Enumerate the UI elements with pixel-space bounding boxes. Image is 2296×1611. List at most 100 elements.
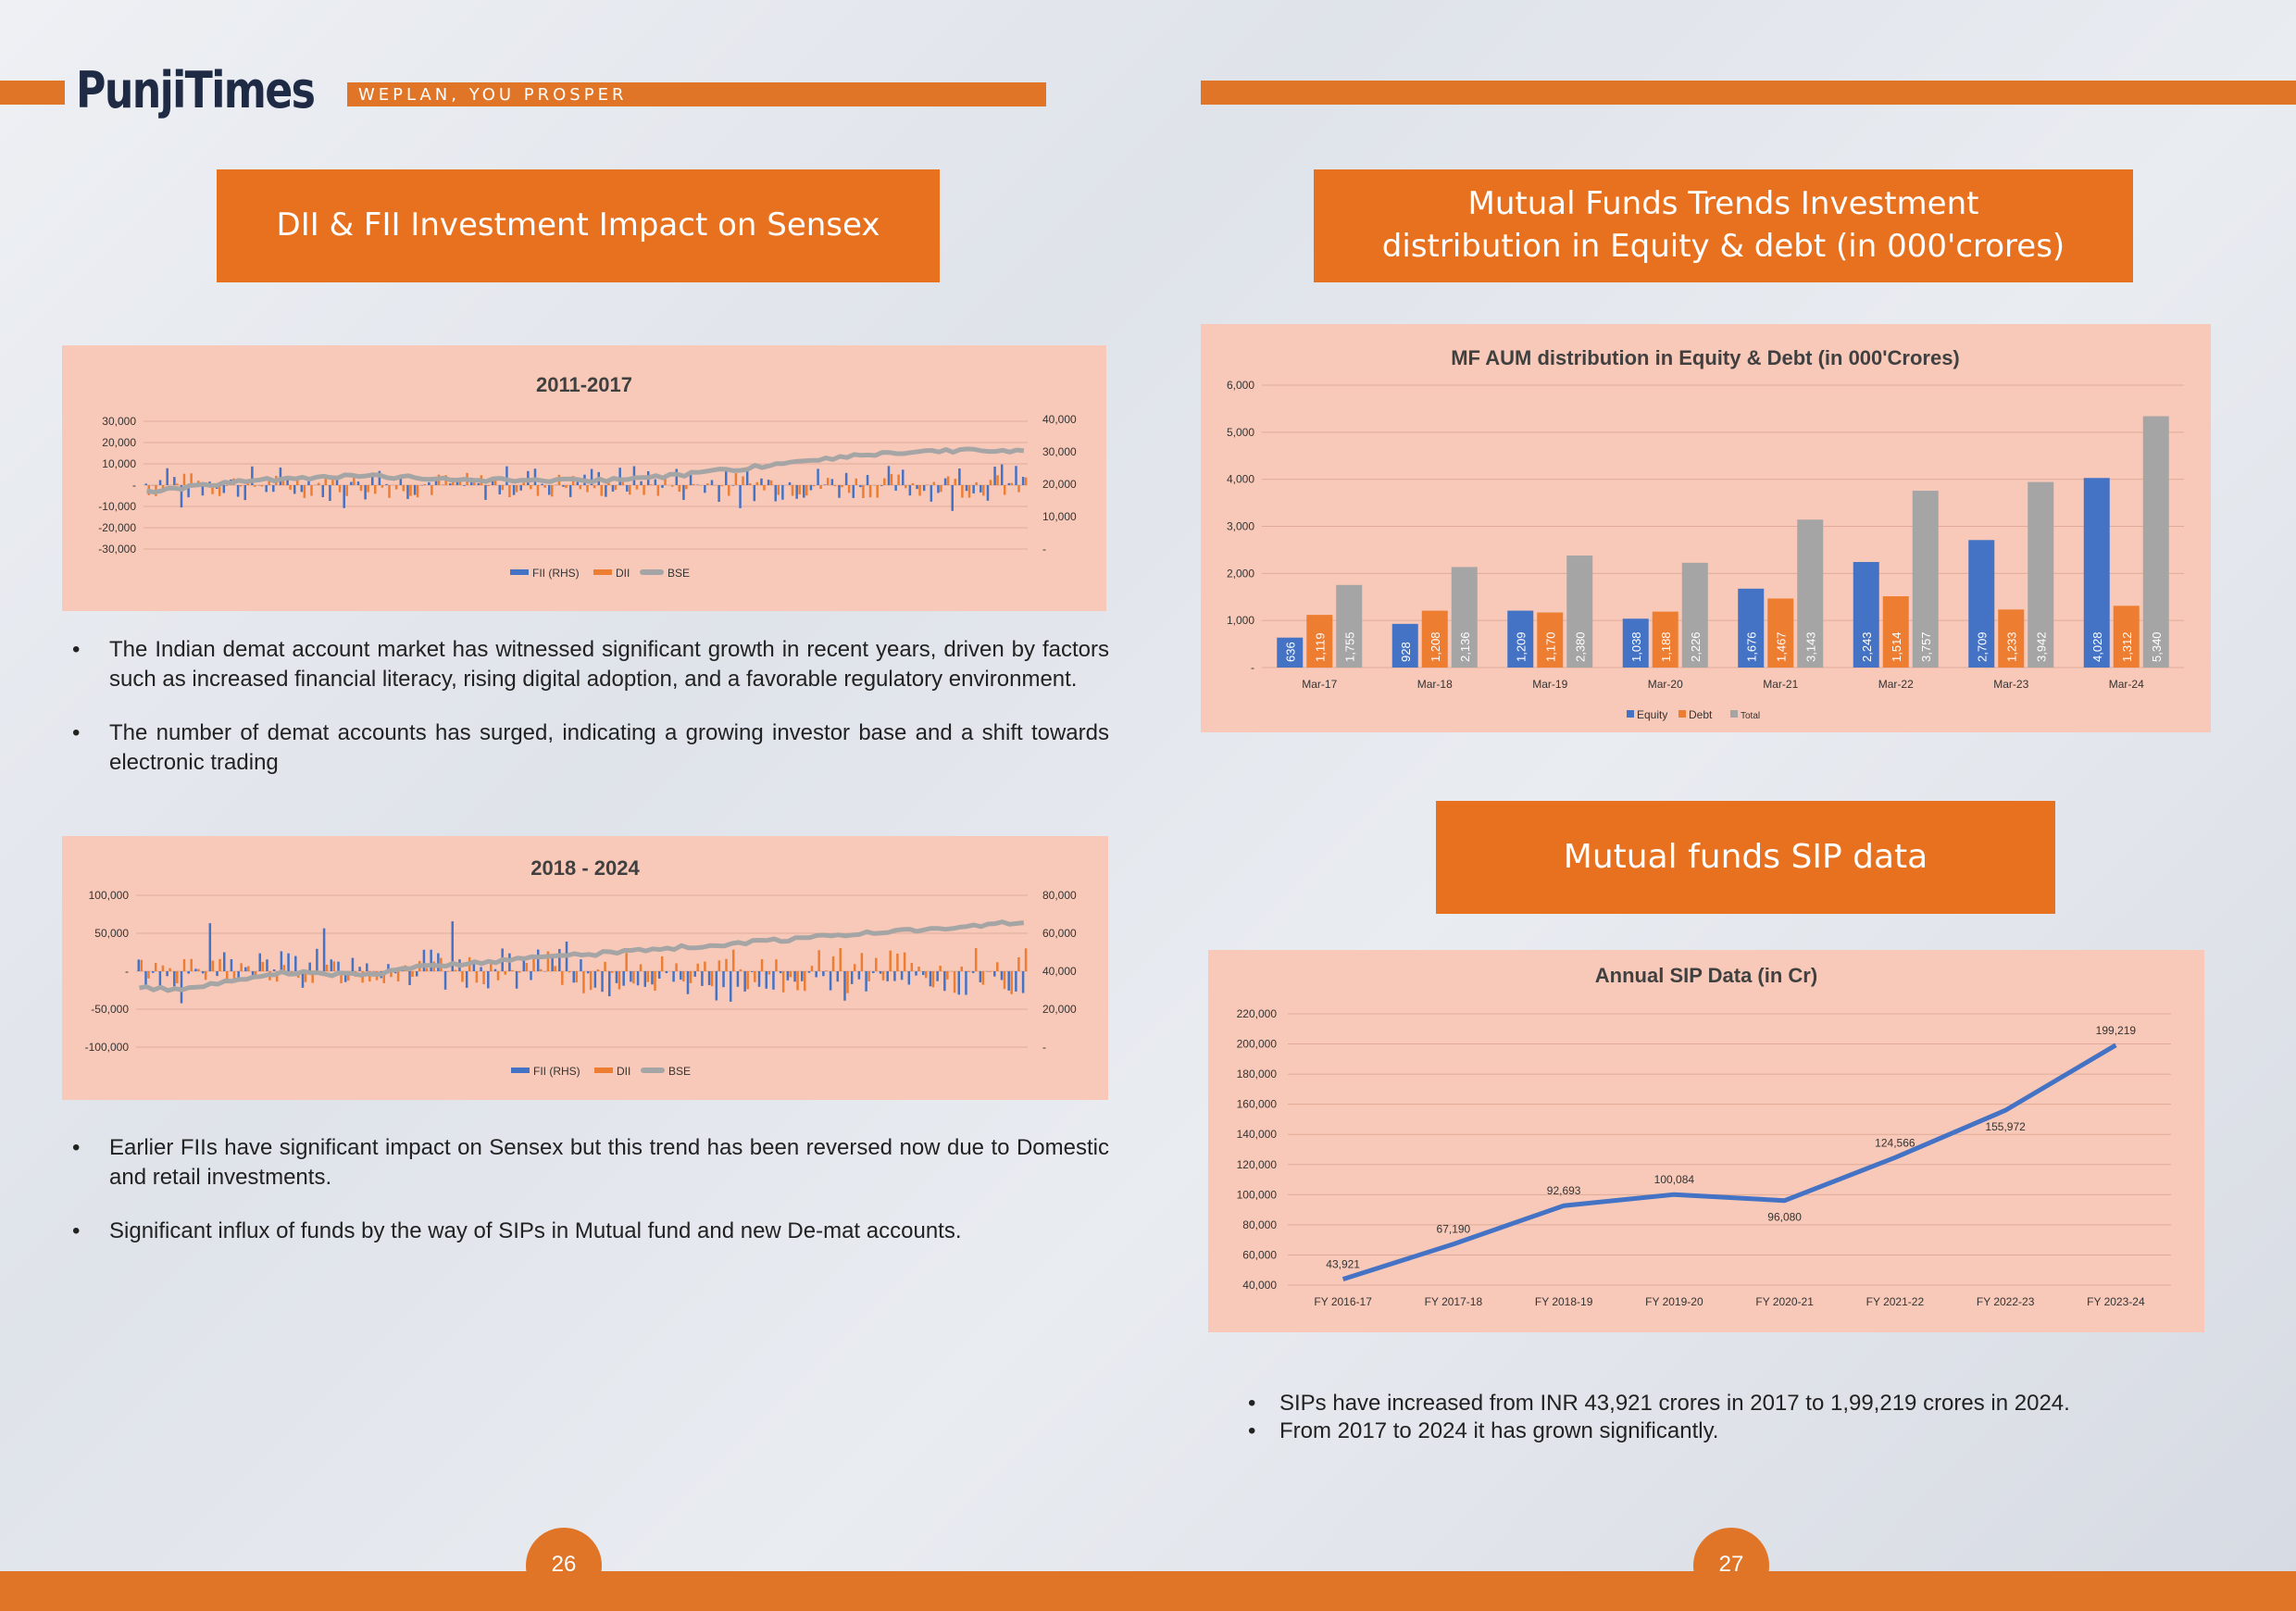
dii-bar	[211, 960, 215, 971]
dii-bar	[981, 971, 985, 985]
legend-swatch-equity	[1627, 710, 1634, 718]
data-label: 96,080	[1767, 1211, 1802, 1224]
fii-bar	[194, 968, 197, 971]
fii-bar	[710, 480, 714, 485]
fii-bar	[838, 485, 841, 498]
section-title-sip: Mutual funds SIP data	[1436, 801, 2055, 914]
dii-bar	[853, 964, 856, 971]
bullet-left-3: • Earlier FIIs have significant impact on…	[72, 1135, 1109, 1191]
dii-bar	[561, 971, 564, 985]
bar-equity	[1507, 610, 1534, 668]
fii-bar	[786, 971, 790, 980]
fii-bar	[437, 953, 440, 971]
fii-bar	[536, 949, 540, 971]
brand-logo: PunjiTimes	[76, 57, 367, 122]
y2-tick-label: 60,000	[1042, 927, 1077, 940]
fii-bar	[902, 469, 905, 485]
bar-debt	[1652, 611, 1678, 668]
dii-bar	[317, 482, 320, 485]
legend-swatch-total	[1730, 710, 1738, 718]
dii-bar	[967, 971, 970, 973]
dii-bar	[847, 485, 851, 493]
fii-bar	[779, 971, 782, 974]
dii-bar	[582, 971, 585, 993]
fii-bar	[465, 971, 468, 988]
fii-bar	[451, 921, 455, 971]
y-tick-label: -10,000	[98, 500, 136, 513]
dii-bar	[890, 473, 893, 485]
dii-bar	[568, 971, 571, 973]
fii-bar	[651, 971, 654, 985]
section-title-mf-trends: Mutual Funds Trends Investment distribut…	[1314, 169, 2133, 282]
dii-bar	[182, 958, 186, 971]
dii-bar	[826, 478, 830, 485]
dii-bar	[670, 485, 674, 487]
x-tick-label: FY 2016-17	[1314, 1295, 1372, 1308]
fii-bar	[158, 480, 162, 485]
fii-bar	[294, 955, 297, 971]
dii-bar	[953, 971, 956, 993]
fii-bar	[665, 971, 668, 974]
fii-bar	[774, 485, 777, 502]
header-bar-left-stub	[0, 81, 65, 105]
dii-bar	[862, 485, 865, 498]
dii-bar	[1003, 971, 1006, 990]
dii-bar	[353, 476, 356, 485]
y-tick-label: 220,000	[1237, 1007, 1278, 1020]
dii-bar	[767, 971, 770, 975]
fii-bar	[765, 971, 767, 989]
fii-bar	[484, 485, 487, 500]
dii-bar	[789, 971, 792, 978]
data-label: 100,084	[1654, 1173, 1695, 1186]
bar-value-label: 1,209	[1514, 631, 1528, 662]
legend-swatch-dii	[594, 1068, 613, 1073]
fii-bar	[859, 485, 862, 488]
fii-bar	[715, 971, 718, 1001]
fii-bar	[316, 948, 318, 971]
x-tick-label: FY 2020-21	[1755, 1295, 1814, 1308]
dii-bar	[1017, 956, 1020, 971]
dii-bar	[1024, 948, 1028, 971]
fii-bar	[680, 971, 682, 980]
dii-bar	[625, 953, 628, 971]
bar-total	[1336, 584, 1363, 668]
dii-bar	[430, 485, 433, 495]
dii-bar	[748, 483, 752, 485]
dii-bar	[260, 485, 264, 487]
footer-bar	[0, 1571, 2296, 1611]
fii-bar	[900, 971, 904, 980]
dii-bar	[482, 971, 485, 985]
fii-bar	[643, 971, 647, 987]
bar-equity	[1738, 588, 1765, 668]
y-tick-label: -100,000	[85, 1041, 130, 1054]
dii-bar	[805, 485, 808, 496]
chart-title: MF AUM distribution in Equity & Debt (in…	[1451, 346, 1960, 369]
dii-bar	[798, 485, 801, 494]
section-title-line-2: distribution in Equity & debt (in 000'cr…	[1381, 228, 2065, 265]
tagline: WEPLAN, YOU PROSPER	[358, 84, 628, 105]
fii-bar	[322, 928, 326, 971]
fii-bar	[586, 971, 590, 974]
fii-bar	[689, 471, 693, 485]
fii-bar	[137, 959, 141, 971]
fii-bar	[430, 949, 432, 971]
dii-bar	[515, 485, 518, 493]
y-tick-label: 100,000	[1237, 1188, 1278, 1201]
fii-bar	[857, 971, 861, 980]
fii-bar	[187, 485, 190, 498]
bar-value-label: 1,208	[1429, 631, 1442, 662]
fii-bar	[743, 971, 746, 992]
dii-bar	[777, 485, 780, 495]
fii-bar	[530, 971, 532, 980]
dii-bar	[960, 966, 964, 971]
dii-bar	[996, 475, 999, 485]
fii-bar	[406, 485, 409, 499]
dii-bar	[918, 485, 921, 496]
fii-bar	[701, 971, 704, 986]
fii-bar	[151, 971, 155, 973]
dii-bar	[487, 485, 490, 486]
bullet-right-2: • From 2017 to 2024 it has grown signific…	[1248, 1418, 1719, 1443]
dii-bar	[932, 481, 936, 485]
fii-bar	[343, 485, 345, 508]
fii-bar	[293, 485, 296, 494]
